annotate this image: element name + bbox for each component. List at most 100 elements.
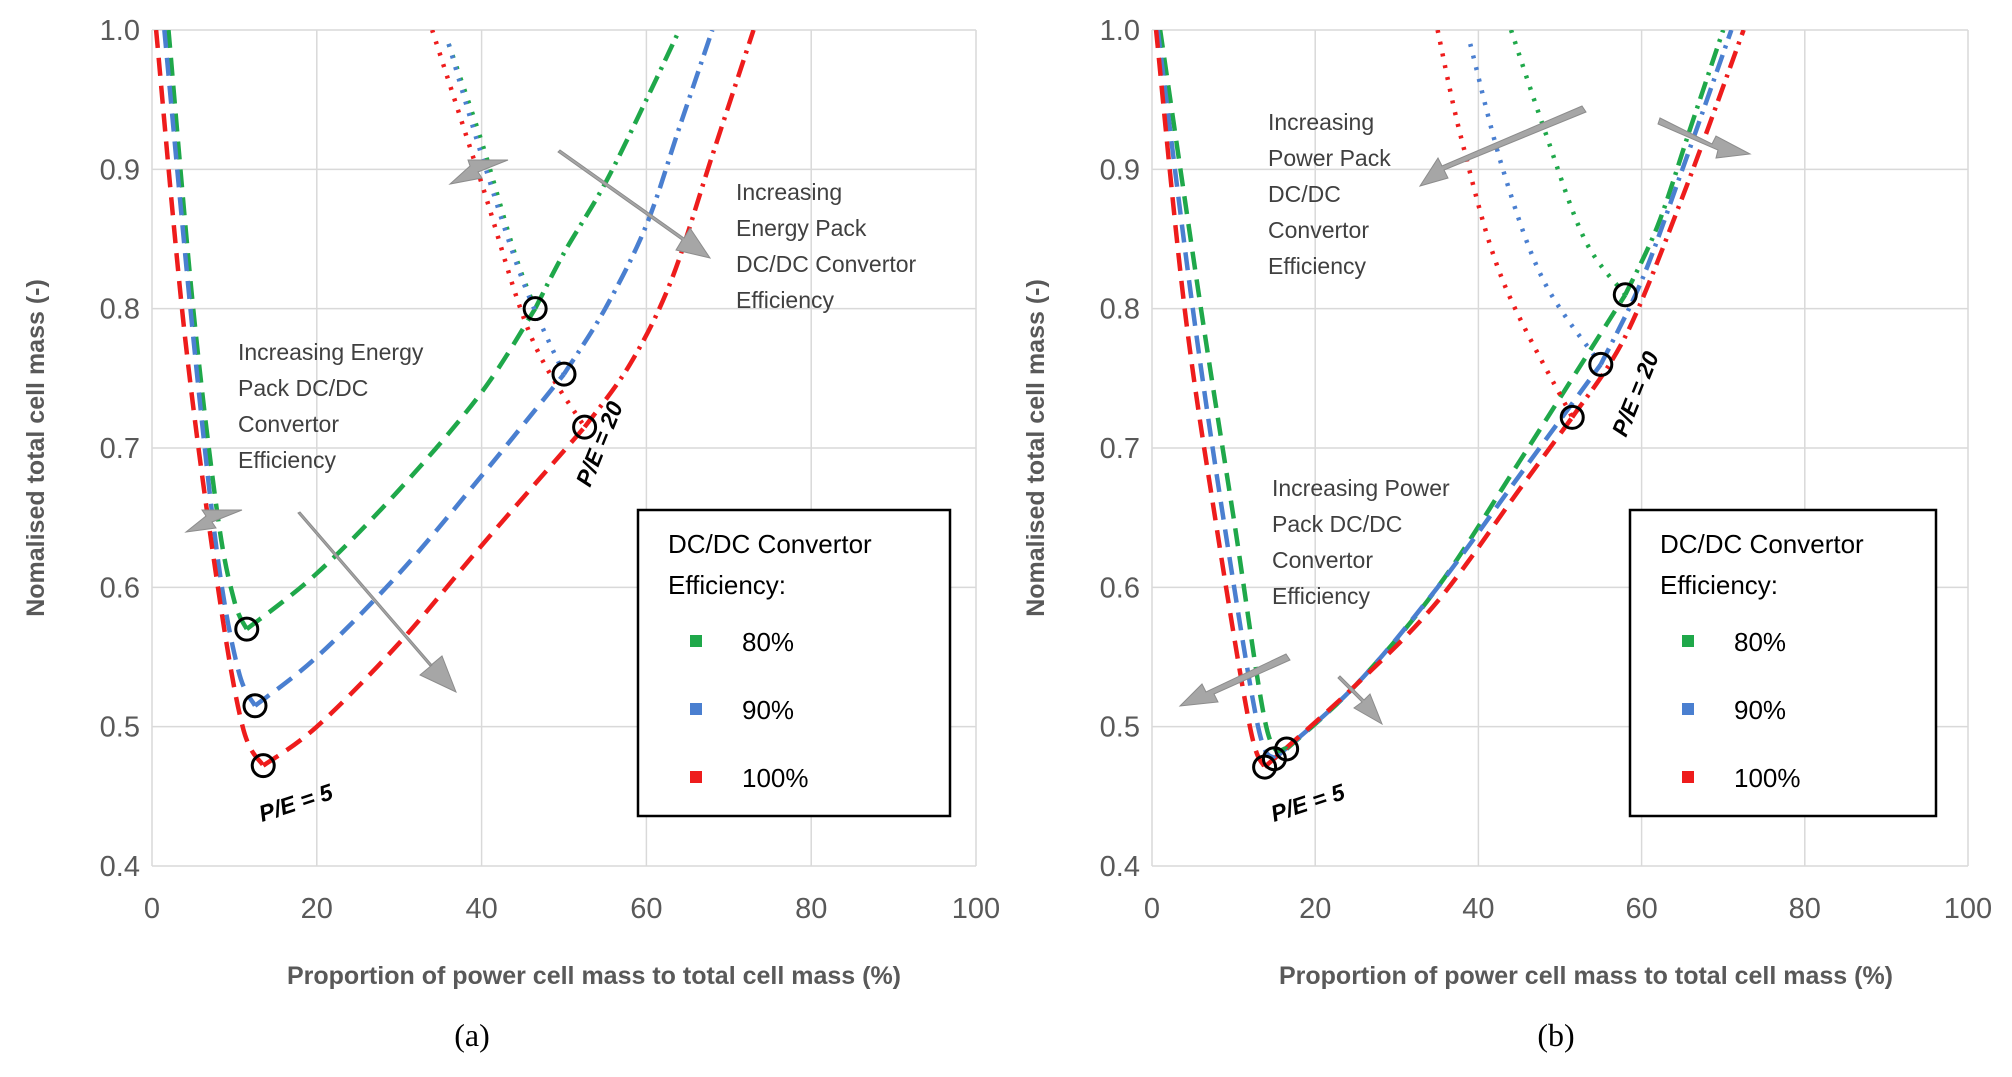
y-tick-label: 0.4 [100, 851, 140, 883]
legend-b-title-1: DC/DC Convertor [1660, 529, 1864, 559]
annotation-a2-line4: Efficiency [736, 287, 835, 313]
annotation-b1-line5: Efficiency [1268, 253, 1367, 279]
series-90pct-pe5 [1155, 30, 1277, 761]
chart-a-arrows [184, 149, 712, 693]
arrow-b-big [1418, 105, 1587, 187]
annotation-a2-line2: Energy Pack [736, 215, 867, 241]
annotation-b2-line1: Increasing Power [1272, 475, 1450, 501]
legend-a-item-90: 90% [742, 695, 794, 725]
annotation-b1-line3: DC/DC [1268, 181, 1341, 207]
y-tick-label: 0.8 [1100, 294, 1140, 326]
marker-100pct [1559, 404, 1585, 430]
series-100pct-pe5_upper [1263, 416, 1575, 769]
chart-a-markers [234, 296, 598, 779]
annotation-b1-line2: Power Pack [1268, 145, 1391, 171]
x-tick-label: 60 [630, 893, 662, 925]
x-tick-label: 40 [465, 893, 497, 925]
chart-b-y-ticks: 0.4 0.5 0.6 0.7 0.8 0.9 1.0 [1100, 15, 1140, 883]
legend-a-item-80: 80% [742, 627, 794, 657]
chart-a-legend: DC/DC Convertor Efficiency: 80% 90% 100% [636, 508, 952, 818]
x-tick-label: 100 [952, 893, 1000, 925]
annotation-b1-line1: Increasing [1268, 109, 1374, 135]
y-tick-label: 0.6 [100, 572, 140, 604]
arrow-a-diagonal-1 [297, 511, 457, 693]
arrow-b-left-low [1178, 653, 1291, 707]
pe20-label-a: P/E = 20 [571, 398, 628, 490]
series-100pct-pe20_left [1435, 30, 1575, 419]
x-tick-label: 100 [1944, 893, 1992, 925]
chart-b: 0 20 40 60 80 100 0.4 0.5 0.6 0.7 0.8 0.9 1.0 Incre… [1022, 15, 1992, 1053]
annotation-b2-line3: Convertor [1272, 547, 1373, 573]
legend-b-item-100: 100% [1734, 763, 1801, 793]
y-tick-label: 0.6 [1100, 572, 1140, 604]
series-100pct-pe5 [153, 30, 266, 767]
y-tick-label: 0.7 [1100, 433, 1140, 465]
annotation-a1-line3: Convertor [238, 411, 339, 437]
y-axis-label-b: Nomalised total cell mass (-) [1022, 279, 1050, 617]
x-tick-label: 40 [1462, 893, 1494, 925]
marker-90pct [242, 693, 268, 719]
legend-b-swatch-90 [1682, 703, 1694, 715]
chart-b-series [1153, 30, 1746, 769]
marker-80pct [522, 296, 548, 322]
panel-label-a: (a) [454, 1017, 490, 1053]
chart-a-annotation-1: Increasing Energy Pack DC/DC Convertor E… [238, 339, 424, 473]
chart-b-annotation-2: Increasing Power Pack DC/DC Convertor Ef… [1272, 475, 1450, 609]
series-80pct-pe5_upper [245, 307, 538, 631]
pe20-label-b: P/E = 20 [1607, 348, 1664, 440]
legend-b-item-90: 90% [1734, 695, 1786, 725]
chart-b-markers [1252, 282, 1638, 780]
annotation-a1-line2: Pack DC/DC [238, 375, 368, 401]
arrow-a-diagonal-2 [557, 149, 712, 259]
arrow-a-left-small-2 [448, 159, 509, 185]
y-tick-label: 1.0 [100, 15, 140, 47]
arrow-b-right-small [1657, 117, 1752, 159]
chart-a: 0 20 40 60 80 100 0.4 0.5 0.6 0.7 0.8 0.9 1.0 Incre… [22, 15, 1000, 1053]
series-100pct-pe5_upper [261, 425, 587, 768]
chart-b-arrows [1178, 105, 1752, 726]
series-100pct-pe5 [1153, 30, 1267, 769]
y-axis-label-a: Nomalised total cell mass (-) [22, 279, 50, 617]
legend-a-item-100: 100% [742, 763, 809, 793]
series-80pct-pe5 [166, 30, 249, 631]
x-tick-label: 60 [1625, 893, 1657, 925]
legend-b-swatch-80 [1682, 635, 1694, 647]
marker-80pct [1274, 736, 1300, 762]
marker-90pct [1588, 351, 1614, 377]
series-90pct-pe5_upper [1272, 363, 1603, 761]
annotation-a1-line4: Efficiency [238, 447, 337, 473]
chart-a-y-ticks: 0.4 0.5 0.6 0.7 0.8 0.9 1.0 [100, 15, 140, 883]
chart-a-annotation-2: Increasing Energy Pack DC/DC Convertor E… [736, 179, 917, 313]
series-80pct-pe20_left [1508, 30, 1628, 297]
arrow-a-left-small [184, 509, 243, 533]
series-80pct-pe20_left [446, 43, 538, 310]
x-tick-label: 0 [144, 893, 160, 925]
x-axis-label-b: Proportion of power cell mass to total c… [1279, 962, 1893, 990]
legend-a-box [636, 508, 952, 818]
y-tick-label: 0.9 [1100, 154, 1140, 186]
series-90pct-pe20_left [1468, 43, 1603, 366]
y-tick-label: 0.7 [100, 433, 140, 465]
x-tick-label: 80 [795, 893, 827, 925]
marker-80pct [234, 616, 260, 642]
y-tick-label: 0.5 [100, 712, 140, 744]
annotation-b1-line4: Convertor [1268, 217, 1369, 243]
x-tick-label: 0 [1144, 893, 1160, 925]
chart-b-x-ticks: 0 20 40 60 80 100 [1144, 893, 1992, 925]
pe5-label-b: P/E = 5 [1268, 778, 1350, 827]
series-90pct-pe20_right [562, 30, 715, 376]
series-90pct-pe5_upper [253, 372, 566, 708]
series-80pct-pe20_right [1623, 30, 1726, 296]
y-tick-label: 0.4 [1100, 851, 1140, 883]
y-tick-label: 0.8 [100, 294, 140, 326]
y-tick-label: 1.0 [1100, 15, 1140, 47]
legend-b-item-80: 80% [1734, 627, 1786, 657]
legend-b-title-2: Efficiency: [1660, 570, 1778, 600]
y-tick-label: 0.5 [1100, 712, 1140, 744]
series-90pct-pe5 [162, 30, 258, 707]
x-tick-label: 80 [1789, 893, 1821, 925]
legend-a-title-1: DC/DC Convertor [668, 529, 872, 559]
legend-a-title-2: Efficiency: [668, 570, 786, 600]
